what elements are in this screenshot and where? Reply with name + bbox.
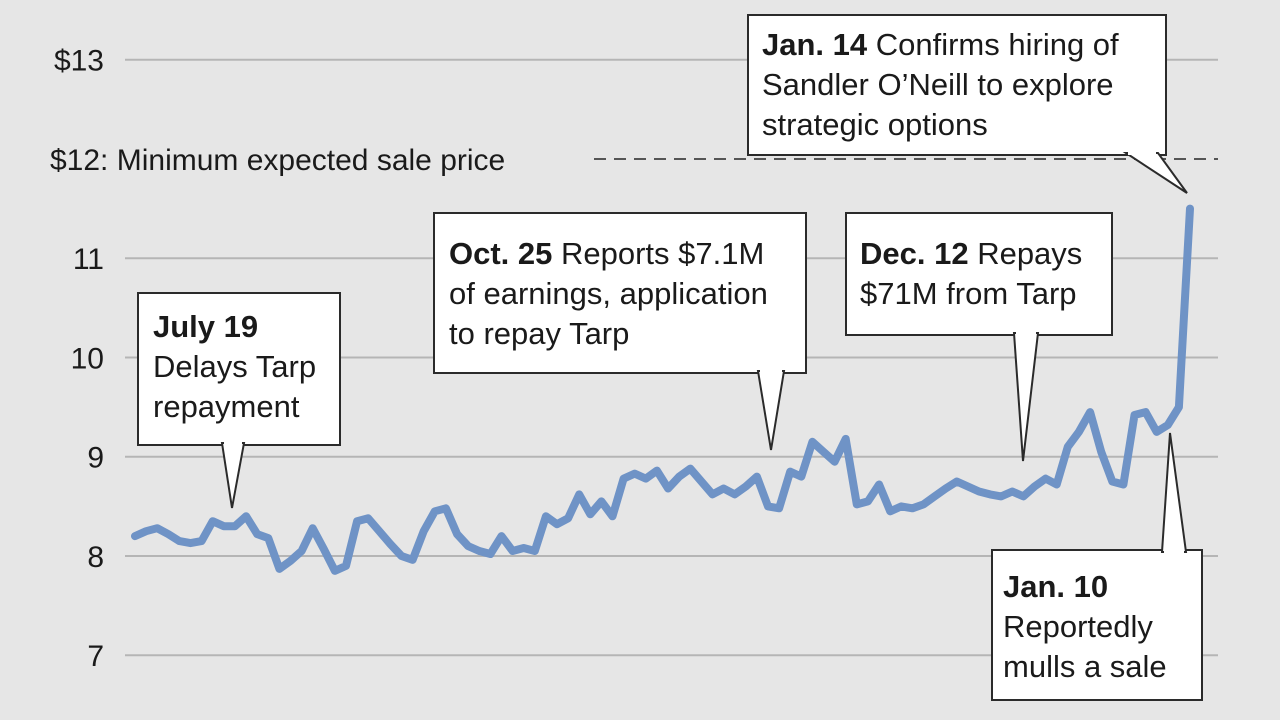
annotation-text: mulls a sale [1003,649,1167,684]
annotation-line: Dec. 12 Repays [860,236,1082,271]
annotation-line: Jan. 14 Confirms hiring of [762,27,1119,62]
annotation-text: strategic options [762,107,988,142]
annotation-date: Dec. 12 [860,236,969,271]
annotation-box [433,212,807,374]
annotation-3: Jan. 14 Confirms hiring of Sandler O’Neil… [747,14,1188,194]
y-tick-label-8: 8 [87,541,104,574]
annotation-box [747,14,1167,156]
annotation-line: Oct. 25 Reports $7.1M [449,236,764,271]
y-tick-label-7: 7 [87,640,104,673]
y-axis-tick-labels: $13 11 10 9 8 7 [54,45,104,673]
reference-line-group: $12: Minimum expected sale price [50,144,1218,177]
annotation-text: repayment [153,389,300,424]
annotation-1: Oct. 25 Reports $7.1M of earnings, applic… [433,212,807,451]
y-tick-label-10: 10 [71,342,104,375]
annotation-text: Reportedly [1003,609,1153,644]
annotation-text: Repays [969,236,1083,271]
price-series [131,204,1194,575]
annotations: July 19 Delays Tarp repayment Oct. 25 Repor… [137,14,1203,701]
annotation-text: of earnings, application [449,276,768,311]
annotation-date: Jan. 14 [762,27,868,62]
annotation-2: Dec. 12 Repays $71M from Tarp [845,212,1113,462]
annotation-text: to repay Tarp [449,316,629,351]
annotation-date: July 19 [153,309,258,344]
annotation-text: Reports $7.1M [552,236,764,271]
annotation-box [137,292,341,446]
annotation-line: July 19 [153,309,258,344]
annotation-4: Jan. 10 Reportedly mulls a sale [991,432,1203,701]
annotation-text: Sandler O’Neill to explore [762,67,1114,102]
annotation-box [845,212,1113,336]
annotation-date: Jan. 10 [1003,569,1108,604]
annotation-box [991,549,1203,701]
annotation-line: Jan. 10 [1003,569,1108,604]
y-tick-label-13: $13 [54,45,104,78]
annotation-date: Oct. 25 [449,236,552,271]
y-tick-label-11: 11 [73,243,104,276]
annotation-text: Confirms hiring of [867,27,1119,62]
annotation-0: July 19 Delays Tarp repayment [137,292,341,509]
annotation-text: Delays Tarp [153,349,316,384]
price-line [131,204,1194,575]
reference-line-label: $12: Minimum expected sale price [50,144,505,177]
annotation-text: $71M from Tarp [860,276,1077,311]
y-tick-label-9: 9 [87,442,104,475]
